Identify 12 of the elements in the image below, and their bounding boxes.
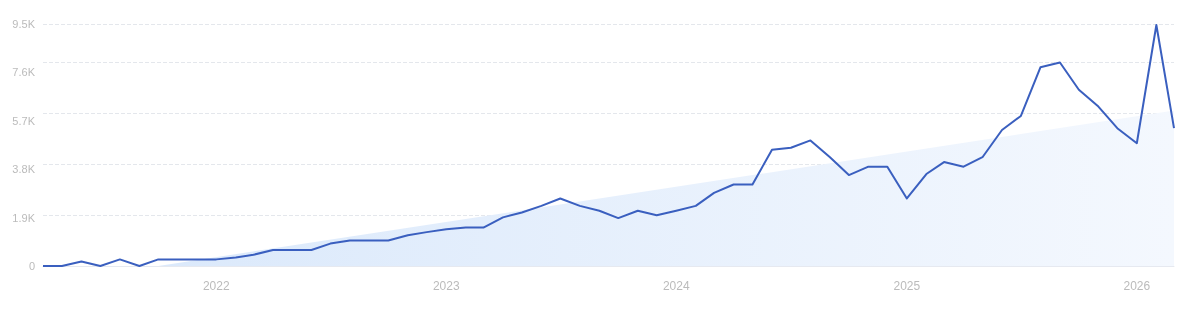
y-tick-label: 0 bbox=[28, 260, 35, 272]
y-tick-label: 1.9K bbox=[12, 211, 36, 224]
y-tick-label: 7.6K bbox=[12, 66, 36, 79]
y-tick-label: 3.8K bbox=[12, 163, 36, 176]
x-tick-label: 2024 bbox=[662, 279, 690, 293]
x-tick-label: 2025 bbox=[893, 279, 921, 293]
x-tick-label: 2023 bbox=[432, 279, 460, 293]
x-tick-label: 2026 bbox=[1123, 279, 1151, 293]
y-tick-label: 9.5K bbox=[12, 18, 36, 30]
y-tick-label: 5.7K bbox=[12, 114, 36, 127]
x-tick-label: 2022 bbox=[202, 279, 230, 293]
line-series bbox=[42, 24, 1175, 267]
